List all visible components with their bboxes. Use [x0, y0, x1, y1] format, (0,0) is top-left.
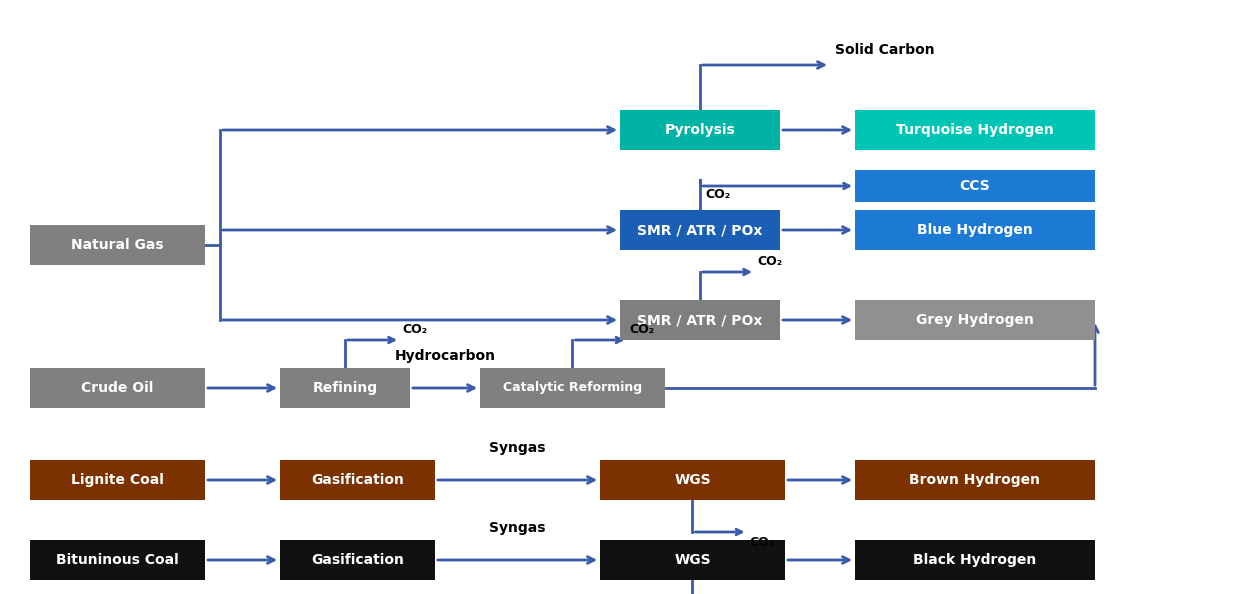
Text: CO₂: CO₂ [629, 323, 654, 336]
Text: SMR / ATR / POx: SMR / ATR / POx [637, 223, 763, 237]
Text: SMR / ATR / POx: SMR / ATR / POx [637, 313, 763, 327]
Text: CO₂: CO₂ [402, 323, 427, 336]
Text: Hydrocarbon: Hydrocarbon [395, 349, 496, 363]
Text: Lignite Coal: Lignite Coal [71, 473, 164, 487]
Text: Natural Gas: Natural Gas [71, 238, 164, 252]
FancyBboxPatch shape [30, 460, 205, 500]
Text: CCS: CCS [959, 179, 990, 193]
FancyBboxPatch shape [30, 368, 205, 408]
FancyBboxPatch shape [280, 460, 435, 500]
Text: Syngas: Syngas [490, 521, 546, 535]
FancyBboxPatch shape [856, 170, 1095, 202]
FancyBboxPatch shape [30, 540, 205, 580]
FancyBboxPatch shape [280, 540, 435, 580]
FancyBboxPatch shape [620, 210, 779, 250]
Text: Crude Oil: Crude Oil [81, 381, 154, 395]
Text: Pyrolysis: Pyrolysis [664, 123, 736, 137]
FancyBboxPatch shape [280, 368, 410, 408]
Text: CO₂: CO₂ [757, 255, 782, 268]
Text: Catalytic Reforming: Catalytic Reforming [503, 381, 642, 394]
Text: WGS: WGS [674, 473, 711, 487]
FancyBboxPatch shape [856, 110, 1095, 150]
FancyBboxPatch shape [600, 460, 786, 500]
Text: Syngas: Syngas [490, 441, 546, 455]
Text: Black Hydrogen: Black Hydrogen [913, 553, 1037, 567]
Text: Brown Hydrogen: Brown Hydrogen [909, 473, 1040, 487]
Text: Blue Hydrogen: Blue Hydrogen [917, 223, 1033, 237]
FancyBboxPatch shape [856, 460, 1095, 500]
Text: Refining: Refining [312, 381, 377, 395]
Text: Turquoise Hydrogen: Turquoise Hydrogen [896, 123, 1054, 137]
FancyBboxPatch shape [600, 540, 786, 580]
Text: Gasification: Gasification [311, 473, 403, 487]
FancyBboxPatch shape [856, 540, 1095, 580]
FancyBboxPatch shape [856, 300, 1095, 340]
Text: Gasification: Gasification [311, 553, 403, 567]
Text: CO₂: CO₂ [704, 188, 731, 201]
Text: Solid Carbon: Solid Carbon [836, 43, 934, 57]
FancyBboxPatch shape [856, 210, 1095, 250]
Text: CO₂: CO₂ [749, 536, 774, 549]
Text: Grey Hydrogen: Grey Hydrogen [916, 313, 1034, 327]
FancyBboxPatch shape [620, 110, 779, 150]
FancyBboxPatch shape [620, 300, 779, 340]
FancyBboxPatch shape [30, 225, 205, 265]
Text: Bituninous Coal: Bituninous Coal [56, 553, 179, 567]
FancyBboxPatch shape [480, 368, 664, 408]
Text: WGS: WGS [674, 553, 711, 567]
